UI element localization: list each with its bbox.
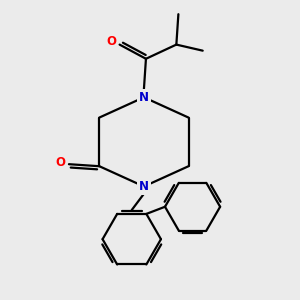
Text: N: N [139, 91, 149, 104]
Text: N: N [139, 180, 149, 193]
Text: O: O [55, 156, 65, 169]
Text: O: O [106, 35, 116, 48]
